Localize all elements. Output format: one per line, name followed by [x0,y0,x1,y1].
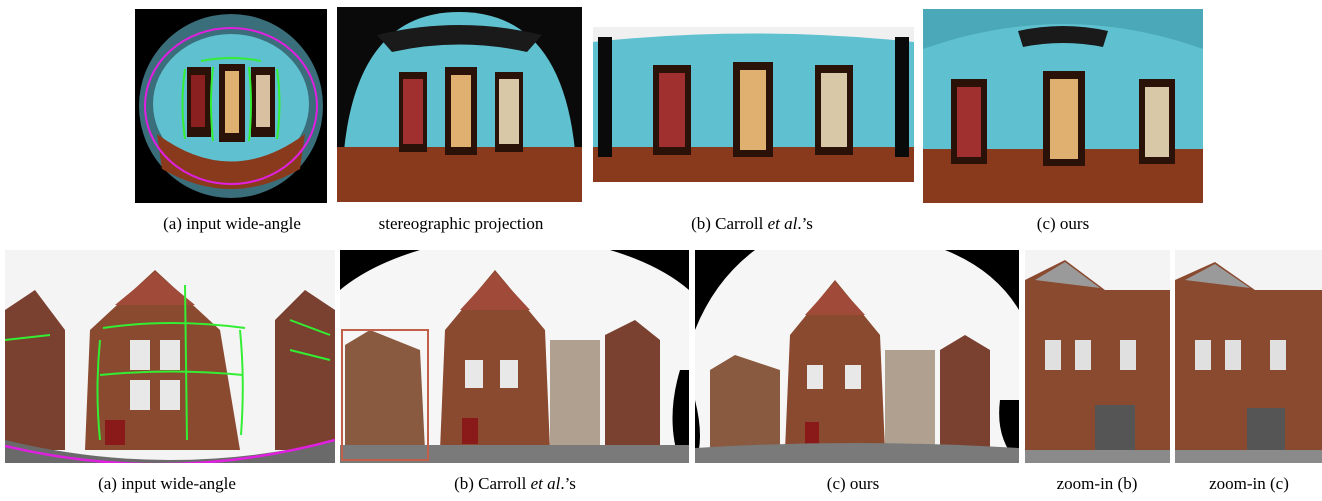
building-ours-result-image [695,250,1019,463]
caption-building-input: (a) input wide-angle [98,474,236,493]
room-carroll-result-image [593,27,914,182]
zoom-in-carroll-image [1025,250,1170,463]
caption-room-carroll: (b) Carroll et al.’s [691,214,813,233]
caption-building-carroll: (b) Carroll et al.’s [454,474,576,493]
caption-room-stereographic: stereographic projection [378,214,544,233]
caption-room-ours: (c) ours [1036,214,1090,233]
room-input-fisheye-image [135,9,327,203]
building-input-fisheye-image [5,250,335,463]
room-stereographic-image [337,7,582,202]
caption-zoom-in-ours: zoom-in (c) [1209,474,1289,493]
zoom-box [341,329,429,461]
caption-zoom-in-carroll: zoom-in (b) [1056,474,1138,493]
room-ours-result-image [923,9,1203,203]
building-carroll-result-image [340,250,689,463]
zoom-in-ours-image [1175,250,1322,463]
caption-building-ours: (c) ours [826,474,880,493]
caption-room-input: (a) input wide-angle [163,214,301,233]
